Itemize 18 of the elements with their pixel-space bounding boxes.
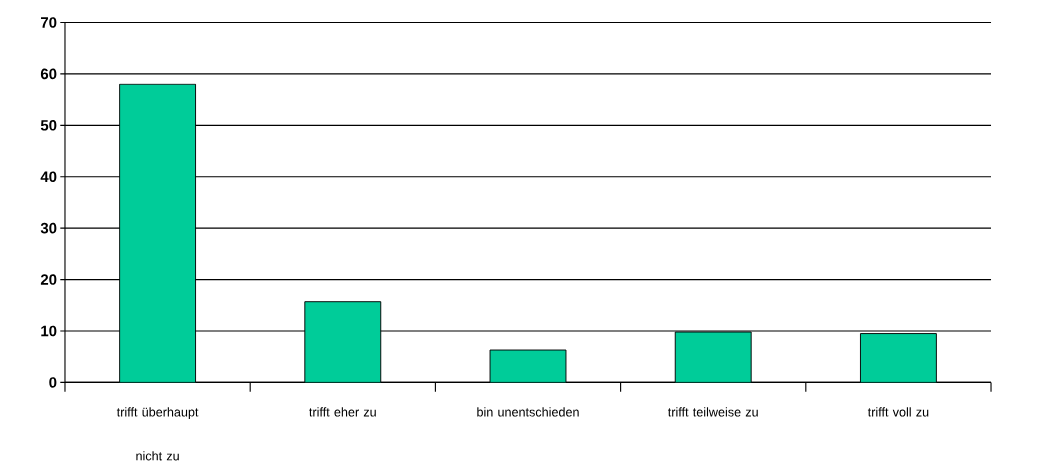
category-label: trifft überhaupt nicht zu xyxy=(116,407,199,461)
y-tick-label: 70 xyxy=(41,17,57,28)
bar xyxy=(304,301,382,383)
y-tick-label: 40 xyxy=(40,171,57,182)
bar xyxy=(859,332,937,383)
bar xyxy=(119,83,197,383)
x-tick-label: trifft teilweise zu xyxy=(667,407,758,417)
y-tick-label: 10 xyxy=(41,325,57,337)
y-tick-label: 20 xyxy=(40,274,57,285)
y-tick-label: 50 xyxy=(40,119,57,131)
x-tick-label: bin unentschieden xyxy=(477,407,579,417)
x-tick-label: trifft eher zu xyxy=(309,407,376,417)
bar xyxy=(674,331,752,383)
bar xyxy=(489,349,567,383)
y-tick-label: 0 xyxy=(49,376,57,388)
x-tick-label: trifft voll zu xyxy=(867,407,929,417)
y-tick-label: 30 xyxy=(40,222,57,234)
y-tick-label: 60 xyxy=(40,68,57,80)
